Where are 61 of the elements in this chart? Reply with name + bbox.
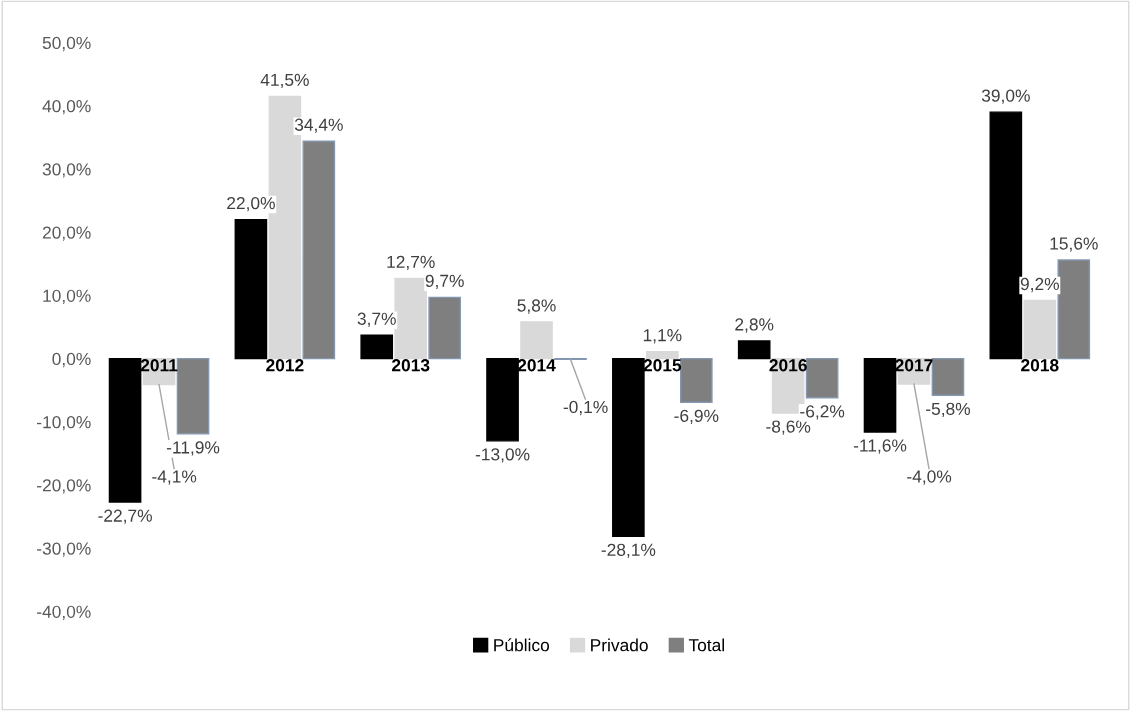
y-tick-label: 50,0%	[42, 36, 91, 52]
x-tick-label: 2013	[391, 359, 430, 372]
data-label: -0,1%	[563, 400, 608, 416]
bar	[234, 218, 268, 360]
bar	[1057, 259, 1091, 360]
data-label: 39,0%	[981, 89, 1030, 104]
data-label: 3,7%	[357, 312, 396, 327]
data-label: 9,7%	[425, 274, 464, 290]
bar	[805, 357, 839, 399]
data-label: 9,2%	[1020, 277, 1059, 293]
bar	[863, 357, 897, 433]
bar	[520, 321, 553, 360]
x-tick-label: 2016	[769, 359, 807, 372]
bar	[989, 111, 1023, 360]
bar	[360, 334, 394, 360]
x-tick-label: 2011	[140, 359, 178, 372]
data-label: -28,1%	[601, 543, 656, 558]
data-label: -11,9%	[166, 441, 220, 456]
data-label: 5,8%	[517, 299, 556, 314]
bar	[428, 296, 461, 360]
bar	[679, 357, 713, 403]
y-tick-label: -30,0%	[37, 542, 91, 557]
x-tick-label: 2012	[266, 359, 304, 372]
bar	[612, 357, 645, 537]
y-tick-label: 30,0%	[42, 163, 91, 178]
legend-label: Privado	[591, 638, 648, 652]
data-label: 15,6%	[1050, 237, 1098, 252]
data-label: 34,4%	[294, 118, 343, 133]
bar	[302, 140, 336, 360]
data-label: -13,0%	[475, 448, 530, 463]
x-tick-label: 2017	[895, 359, 933, 372]
data-label: -8,6%	[766, 420, 811, 435]
data-label: -11,6%	[853, 439, 907, 454]
bar	[646, 351, 679, 360]
y-tick-label: 10,0%	[43, 289, 91, 304]
data-label: 1,1%	[643, 329, 682, 344]
y-tick-label: 0,0%	[52, 352, 91, 368]
y-tick-label: 20,0%	[42, 226, 91, 241]
data-label: -5,8%	[926, 402, 971, 418]
data-label: 12,7%	[387, 255, 435, 271]
bar	[486, 357, 519, 442]
bar	[931, 357, 965, 397]
y-tick-label: -20,0%	[37, 479, 91, 494]
legend-label: Público	[494, 638, 550, 652]
data-label: 41,5%	[260, 73, 309, 89]
bar	[737, 340, 771, 360]
data-label: -4,1%	[152, 470, 197, 485]
data-label: -6,9%	[674, 409, 719, 425]
bar	[1023, 299, 1057, 360]
data-label: -4,0%	[907, 470, 952, 485]
legend-label: Total	[688, 638, 724, 652]
y-tick-label: -10,0%	[37, 416, 91, 431]
data-label: 22,0%	[227, 196, 275, 212]
y-tick-label: 40,0%	[42, 100, 91, 115]
x-tick-label: 2018	[1021, 359, 1059, 372]
data-label: -6,2%	[800, 405, 845, 420]
bar	[108, 357, 142, 503]
data-label: 2,8%	[735, 318, 774, 333]
data-label: -22,7%	[98, 509, 152, 524]
y-tick-label: -40,0%	[37, 605, 91, 620]
bar	[176, 357, 210, 435]
